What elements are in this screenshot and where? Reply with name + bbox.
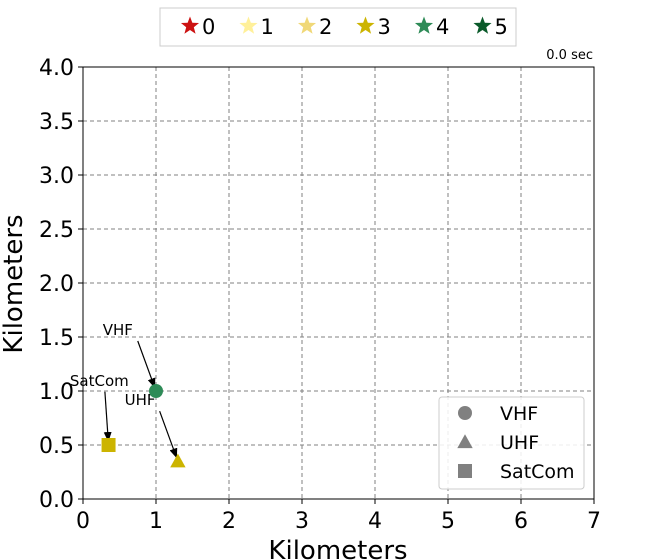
y-tick-label: 0.5 xyxy=(39,434,74,459)
color-legend-label: 1 xyxy=(261,15,274,39)
y-tick-label: 4.0 xyxy=(39,56,74,81)
annotation-label: UHF xyxy=(125,391,156,409)
star-icon xyxy=(473,16,492,34)
data-point-uhf xyxy=(170,453,186,468)
x-tick-label: 0 xyxy=(76,509,90,534)
data-point-satcom xyxy=(101,438,116,452)
color-legend-label: 2 xyxy=(319,15,332,39)
y-tick-label: 1.0 xyxy=(39,380,74,405)
x-tick-label: 2 xyxy=(222,509,236,534)
annotation-label: SatCom xyxy=(70,372,129,390)
y-axis-label: Kilometers xyxy=(0,214,29,353)
x-axis: 0 1 2 3 4 5 6 7 xyxy=(76,499,601,534)
x-tick-label: 6 xyxy=(514,509,528,534)
annotation-label: VHF xyxy=(103,321,133,339)
star-icon xyxy=(180,16,200,34)
x-tick-label: 5 xyxy=(441,509,455,534)
annotation-arrow xyxy=(103,391,112,443)
marker-legend-label: VHF xyxy=(500,403,538,425)
marker-legend: VHF UHF SatCom xyxy=(438,396,585,490)
data-points xyxy=(101,384,186,468)
data-point-vhf xyxy=(149,384,163,398)
color-legend-frame xyxy=(159,7,517,47)
legend-triangle-icon xyxy=(457,434,473,449)
star-icon xyxy=(414,16,434,34)
x-tick-label: 3 xyxy=(295,509,309,534)
y-tick-label: 1.5 xyxy=(39,326,74,351)
legend-square-icon xyxy=(458,464,472,478)
y-tick-label: 2.0 xyxy=(39,272,74,297)
x-tick-label: 4 xyxy=(368,509,382,534)
y-axis: 0.0 0.5 1.0 1.5 2.0 2.5 3.0 3.5 4.0 xyxy=(39,56,83,513)
x-axis-label: Kilometers xyxy=(268,536,407,560)
annotation-arrow xyxy=(137,340,156,389)
star-icon xyxy=(356,16,375,34)
x-tick-label: 7 xyxy=(587,509,601,534)
y-tick-label: 2.5 xyxy=(39,218,74,243)
time-label: 0.0 sec xyxy=(546,48,593,63)
color-legend: 0 1 2 3 4 5 xyxy=(159,7,517,47)
star-icon xyxy=(239,16,258,34)
x-tick-label: 1 xyxy=(149,509,163,534)
plot-frame xyxy=(82,66,595,500)
color-legend-label: 3 xyxy=(378,15,391,39)
marker-legend-label: UHF xyxy=(500,432,539,454)
y-tick-label: 3.5 xyxy=(39,110,74,135)
color-legend-label: 0 xyxy=(202,15,215,39)
legend-circle-icon xyxy=(458,406,472,420)
star-icon xyxy=(297,16,317,34)
y-tick-label: 0.0 xyxy=(39,488,74,513)
color-legend-label: 5 xyxy=(495,15,508,39)
annotation-arrow xyxy=(159,410,178,459)
marker-legend-frame xyxy=(438,396,585,490)
color-legend-label: 4 xyxy=(436,15,449,39)
y-tick-label: 3.0 xyxy=(39,164,74,189)
marker-legend-label: SatCom xyxy=(500,461,575,483)
